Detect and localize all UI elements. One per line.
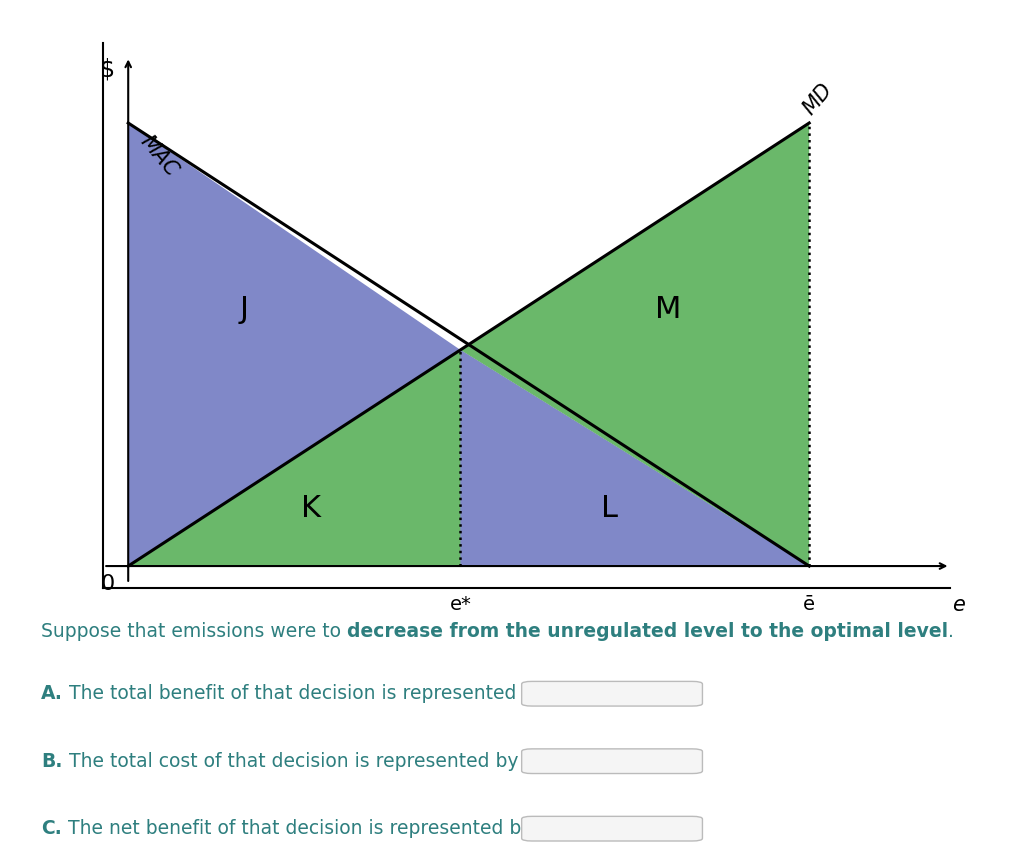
Polygon shape (128, 350, 809, 566)
Text: 0: 0 (100, 573, 115, 593)
Text: decrease from the unregulated level to the optimal level: decrease from the unregulated level to t… (347, 622, 948, 641)
Text: The net benefit of that decision is represented by area(s): The net benefit of that decision is repr… (62, 819, 605, 838)
Text: e: e (952, 595, 965, 615)
Text: B.: B. (41, 752, 63, 771)
Polygon shape (128, 123, 461, 566)
FancyBboxPatch shape (522, 817, 702, 841)
Text: MAC: MAC (136, 131, 182, 181)
Text: ◆: ◆ (670, 754, 680, 768)
Text: K: K (301, 494, 321, 523)
Text: e*: e* (449, 595, 471, 614)
Text: .: . (698, 684, 705, 703)
Polygon shape (461, 350, 809, 566)
Polygon shape (461, 123, 809, 566)
Text: C.: C. (41, 819, 62, 838)
FancyBboxPatch shape (522, 682, 702, 706)
Text: .: . (698, 752, 705, 771)
Text: L: L (601, 494, 619, 523)
Text: Suppose that emissions were to: Suppose that emissions were to (41, 622, 347, 641)
Text: ◆: ◆ (670, 687, 680, 701)
Text: $: $ (100, 58, 115, 82)
Text: ē: ē (804, 595, 815, 614)
Text: .: . (698, 819, 705, 838)
Text: .: . (948, 622, 954, 641)
Text: ◆: ◆ (670, 822, 680, 836)
FancyBboxPatch shape (522, 749, 702, 773)
Text: M: M (655, 295, 681, 324)
Text: MD: MD (799, 80, 836, 119)
Text: The total cost of that decision is represented by area(s): The total cost of that decision is repre… (63, 752, 591, 771)
Text: The total benefit of that decision is represented by area(s): The total benefit of that decision is re… (63, 684, 618, 703)
Text: A.: A. (41, 684, 63, 703)
Text: J: J (240, 295, 249, 324)
